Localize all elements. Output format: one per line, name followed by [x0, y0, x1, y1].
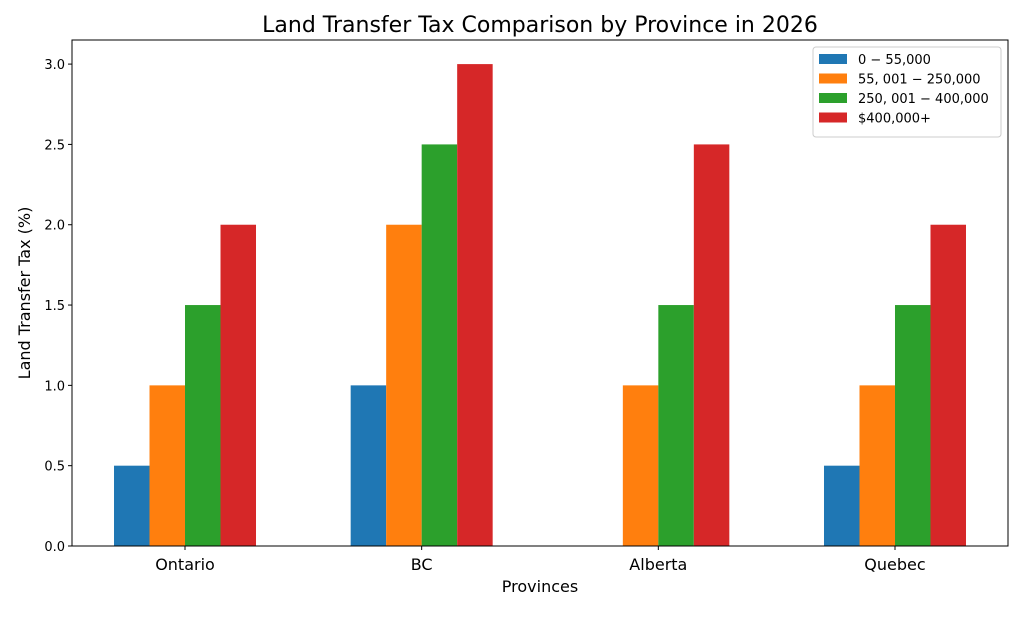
bar-ontario-series-0: [114, 465, 150, 546]
chart-title: Land Transfer Tax Comparison by Province…: [262, 13, 818, 38]
y-tick-label: 2.0: [44, 219, 65, 234]
y-tick-label: 2.5: [44, 138, 65, 153]
legend-label: 55, 001 − 250,000: [858, 73, 981, 88]
bar-ontario-series-1: [149, 385, 186, 546]
bar-quebec-series-1: [859, 385, 895, 546]
x-axis-label: Provinces: [502, 577, 578, 596]
y-tick-label: 3.0: [44, 58, 65, 73]
y-tick-label: 0.5: [44, 460, 65, 475]
y-tick-label: 1.5: [44, 299, 65, 314]
bar-bc-series-0: [350, 385, 387, 546]
x-tick-label: Ontario: [155, 555, 215, 574]
x-tick-label: BC: [411, 555, 433, 574]
x-tick-label: Alberta: [629, 555, 687, 574]
legend-swatch: [819, 112, 847, 123]
legend-swatch: [819, 93, 847, 103]
legend-box: [812, 46, 1002, 138]
legend: 0 − 55,000 55, 001 − 250,000 250, 001 − 40…: [812, 46, 1002, 138]
bar-alberta-series-2: [658, 305, 694, 546]
legend-swatch: [819, 73, 847, 84]
bar-ontario-series-2: [185, 305, 221, 546]
x-tick-label: Quebec: [864, 555, 925, 574]
legend-label: $400,000+: [858, 112, 931, 127]
plot-frame: [71, 39, 1009, 547]
bar-ontario-series-3: [220, 224, 257, 546]
bar-bc-series-1: [386, 224, 422, 546]
bar-alberta-series-1: [622, 385, 659, 546]
bar-alberta-series-3: [693, 144, 730, 546]
legend-swatch: [819, 54, 847, 64]
y-axis-label: Land Transfer Tax (%): [15, 207, 34, 380]
bar-bc-series-2: [421, 144, 458, 546]
bar-quebec-series-0: [823, 465, 860, 546]
legend-label: 250, 001 − 400,000: [858, 92, 989, 107]
bar-quebec-series-2: [894, 305, 931, 546]
bar-quebec-series-3: [930, 224, 966, 546]
bar-bc-series-3: [457, 64, 493, 546]
legend-label: 0 − 55,000: [858, 53, 931, 68]
y-tick-label: 0.0: [44, 540, 65, 555]
y-tick-label: 1.0: [44, 379, 65, 394]
